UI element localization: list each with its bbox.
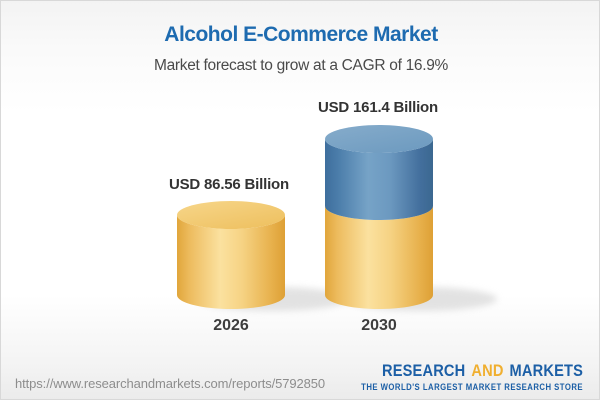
logo-wordmark: RESEARCH AND MARKETS <box>361 361 583 381</box>
axis-label-2030: 2030 <box>361 317 397 334</box>
logo-tagline: THE WORLD'S LARGEST MARKET RESEARCH STOR… <box>361 381 583 392</box>
logo-word-research: RESEARCH <box>381 361 466 380</box>
research-and-markets-logo[interactable]: RESEARCH AND MARKETS THE WORLD'S LARGEST… <box>361 361 583 392</box>
report-url-link[interactable]: https://www.researchandmarkets.com/repor… <box>15 376 326 391</box>
chart-title: Alcohol E-Commerce Market <box>164 23 438 46</box>
axis-label-2026: 2026 <box>213 317 249 334</box>
cylinder-2026-body <box>177 215 285 309</box>
cylinder-2030-cap <box>325 125 433 153</box>
chart-subtitle: Market forecast to grow at a CAGR of 16.… <box>153 57 449 74</box>
cylinder-2026-cap <box>177 201 285 229</box>
bar-value-label-2026: USD 86.56 Billion <box>169 176 289 193</box>
cylinder-2030-growth-segment <box>325 139 433 220</box>
logo-word-and: AND <box>471 361 504 380</box>
bar-value-label-2030: USD 161.4 Billion <box>318 99 438 116</box>
cylinder-2030-base-segment <box>325 206 433 309</box>
logo-word-markets: MARKETS <box>509 361 583 380</box>
